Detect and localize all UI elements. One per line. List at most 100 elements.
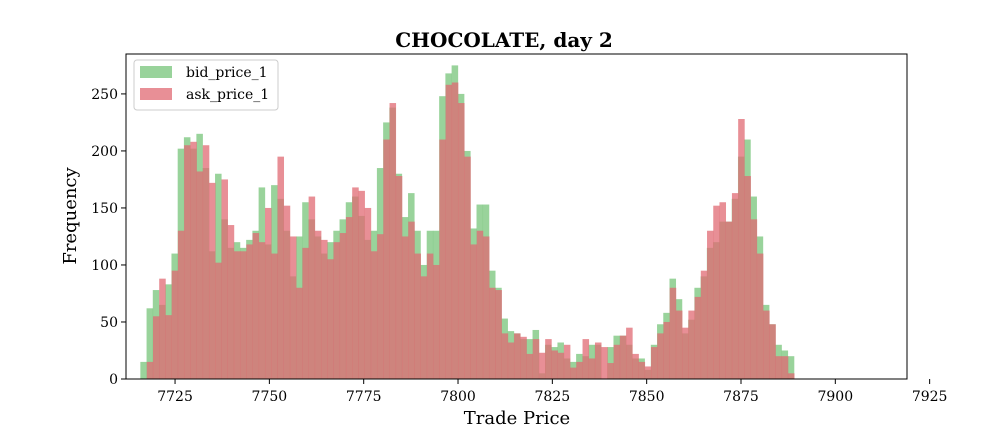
x-tick-label: 7725	[157, 389, 193, 405]
bar-ask_price_1-55	[489, 287, 496, 379]
bar-ask_price_1-94	[731, 193, 739, 379]
bar-ask_price_1-49	[451, 82, 459, 379]
bar-ask_price_1-82	[657, 333, 664, 379]
y-tick-label: 150	[91, 201, 118, 217]
legend-swatch-ask_price_1	[140, 88, 172, 100]
y-tick-label: 250	[91, 87, 118, 103]
bar-ask_price_1-73	[601, 347, 608, 379]
bar-ask_price_1-51	[464, 156, 471, 379]
legend-label-bid_price_1: bid_price_1	[186, 65, 268, 81]
bar-ask_price_1-93	[725, 221, 733, 379]
bar-ask_price_1-50	[458, 103, 465, 379]
bar-ask_price_1-11	[215, 262, 222, 379]
bar-ask_price_1-80	[644, 366, 652, 379]
bars-layer	[140, 65, 795, 380]
bar-ask_price_1-72	[594, 342, 602, 379]
bar-ask_price_1-66	[557, 352, 565, 379]
bar-ask_price_1-16	[246, 244, 253, 379]
bar-ask_price_1-91	[713, 205, 720, 379]
bar-ask_price_1-89	[700, 270, 708, 379]
bar-ask_price_1-85	[675, 310, 683, 379]
bar-ask_price_1-57	[501, 333, 509, 379]
bar-ask_price_1-3	[165, 315, 172, 379]
x-tick-label: 7750	[252, 389, 288, 405]
bar-ask_price_1-59	[514, 333, 521, 379]
bar-ask_price_1-74	[607, 363, 614, 379]
legend-label-ask_price_1: ask_price_1	[186, 87, 269, 103]
bar-ask_price_1-9	[202, 145, 210, 379]
bar-ask_price_1-41	[401, 236, 409, 379]
x-tick-label: 7825	[535, 389, 571, 405]
bar-ask_price_1-90	[707, 230, 714, 379]
chart-title: CHOCOLATE, day 2	[395, 28, 613, 52]
bar-bid_price_1-104	[787, 356, 795, 379]
bar-ask_price_1-83	[663, 321, 670, 379]
x-tick-label: 7850	[629, 389, 665, 405]
bar-ask_price_1-64	[545, 339, 552, 379]
bar-ask_price_1-40	[395, 176, 403, 379]
bar-ask_price_1-99	[763, 310, 770, 379]
bar-ask_price_1-24	[296, 287, 303, 379]
legend-swatch-bid_price_1	[140, 66, 172, 78]
bar-ask_price_1-29	[327, 259, 334, 379]
bar-ask_price_1-58	[507, 342, 515, 379]
bar-ask_price_1-101	[775, 356, 783, 379]
y-axis-label: Frequency	[60, 166, 81, 264]
bar-ask_price_1-12	[221, 179, 228, 379]
bar-ask_price_1-38	[383, 139, 390, 379]
bar-ask_price_1-67	[563, 344, 571, 379]
x-tick-label: 7925	[912, 389, 948, 405]
bar-ask_price_1-36	[370, 251, 378, 379]
bar-ask_price_1-2	[159, 278, 166, 379]
bar-ask_price_1-46	[433, 264, 440, 379]
bar-ask_price_1-34	[358, 190, 365, 379]
bar-bid_price_1-0	[140, 361, 147, 379]
bar-ask_price_1-7	[190, 141, 197, 379]
bar-ask_price_1-5	[177, 230, 185, 379]
bar-ask_price_1-103	[787, 373, 795, 379]
bar-ask_price_1-52	[470, 244, 477, 379]
bar-ask_price_1-37	[377, 234, 384, 379]
bar-ask_price_1-100	[769, 324, 776, 379]
bar-ask_price_1-30	[333, 242, 341, 379]
bar-ask_price_1-4	[171, 270, 179, 379]
bar-ask_price_1-71	[588, 358, 596, 379]
bar-ask_price_1-35	[364, 207, 372, 379]
bar-ask_price_1-26	[308, 196, 316, 379]
x-tick-label: 7900	[817, 389, 853, 405]
bar-ask_price_1-98	[756, 253, 764, 379]
bar-ask_price_1-56	[495, 290, 502, 379]
x-tick-label: 7875	[723, 389, 759, 405]
x-tick-label: 7800	[440, 389, 476, 405]
bar-ask_price_1-48	[445, 84, 453, 379]
bar-ask_price_1-68	[570, 367, 577, 379]
x-tick-label: 7775	[346, 389, 382, 405]
bar-ask_price_1-62	[532, 339, 540, 379]
bar-ask_price_1-23	[289, 236, 297, 379]
bar-ask_price_1-8	[196, 171, 204, 379]
bar-ask_price_1-43	[414, 253, 421, 379]
bar-ask_price_1-75	[613, 344, 621, 379]
bar-ask_price_1-28	[321, 239, 328, 379]
bar-ask_price_1-65	[551, 350, 558, 379]
bar-ask_price_1-42	[408, 221, 415, 379]
bar-ask_price_1-96	[744, 176, 751, 379]
bar-ask_price_1-97	[750, 219, 758, 379]
bar-ask_price_1-19	[265, 207, 272, 379]
bar-ask_price_1-47	[439, 139, 446, 379]
bar-ask_price_1-92	[719, 202, 727, 379]
x-axis-label: Trade Price	[464, 408, 570, 429]
bar-ask_price_1-95	[738, 119, 745, 379]
bar-ask_price_1-77	[626, 327, 633, 379]
bar-ask_price_1-63	[538, 352, 546, 379]
bar-ask_price_1-84	[669, 287, 677, 379]
bar-ask_price_1-76	[619, 335, 627, 379]
bar-ask_price_1-33	[352, 187, 359, 379]
bar-ask_price_1-79	[638, 361, 646, 379]
bar-ask_price_1-88	[694, 296, 702, 379]
y-axis-ticks: 0 50 100 150 200 250	[91, 87, 126, 388]
y-tick-label: 200	[91, 144, 118, 160]
bar-ask_price_1-45	[426, 253, 434, 379]
bar-ask_price_1-44	[420, 276, 428, 379]
bar-ask_price_1-20	[271, 253, 278, 379]
